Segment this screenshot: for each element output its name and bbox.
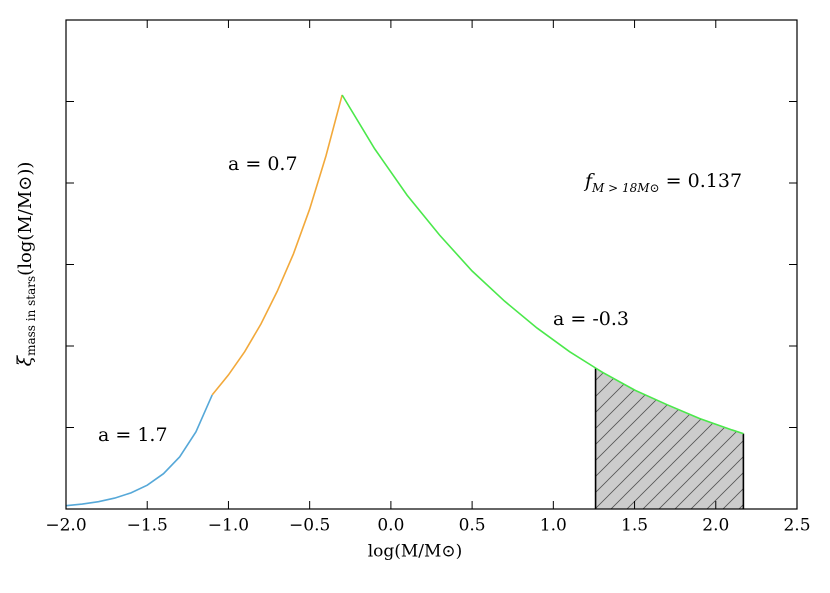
fraction-annotation: fM > 18M⊙ = 0.137 bbox=[583, 170, 742, 195]
x-tick-label: −0.5 bbox=[289, 516, 330, 536]
x-tick-label: 1.5 bbox=[621, 516, 648, 536]
x-tick-label: 0.0 bbox=[377, 516, 404, 536]
f-rest: = 0.137 bbox=[660, 170, 742, 192]
series-label: a = 0.7 bbox=[228, 153, 298, 175]
y-label-subscript: mass in stars bbox=[24, 276, 38, 356]
series-label: a = -0.3 bbox=[553, 308, 629, 330]
f-symbol: f bbox=[583, 170, 595, 192]
series-label: a = 1.7 bbox=[98, 424, 168, 446]
series-line bbox=[341, 94, 744, 435]
x-tick-label: 1.0 bbox=[540, 516, 567, 536]
x-tick-label: −1.5 bbox=[127, 516, 168, 536]
x-tick-label: 2.0 bbox=[702, 516, 729, 536]
f-subscript: M > 18M⊙ bbox=[591, 181, 660, 195]
x-tick-label: 0.5 bbox=[459, 516, 486, 536]
plot-frame bbox=[65, 19, 798, 510]
x-tick-label: 2.5 bbox=[783, 516, 810, 536]
x-tick-label: −1.0 bbox=[208, 516, 249, 536]
y-label-symbol: ξ bbox=[14, 354, 36, 366]
y-axis-label: ξmass in stars(log(M/M⊙)) bbox=[14, 162, 38, 367]
y-label-rest: (log(M/M⊙)) bbox=[15, 162, 36, 276]
shaded-hatch bbox=[595, 368, 744, 509]
series-line bbox=[65, 394, 213, 507]
x-tick-label: −2.0 bbox=[45, 516, 86, 536]
series-line bbox=[211, 94, 343, 396]
x-axis-label: log(M/M⊙) bbox=[368, 542, 463, 562]
